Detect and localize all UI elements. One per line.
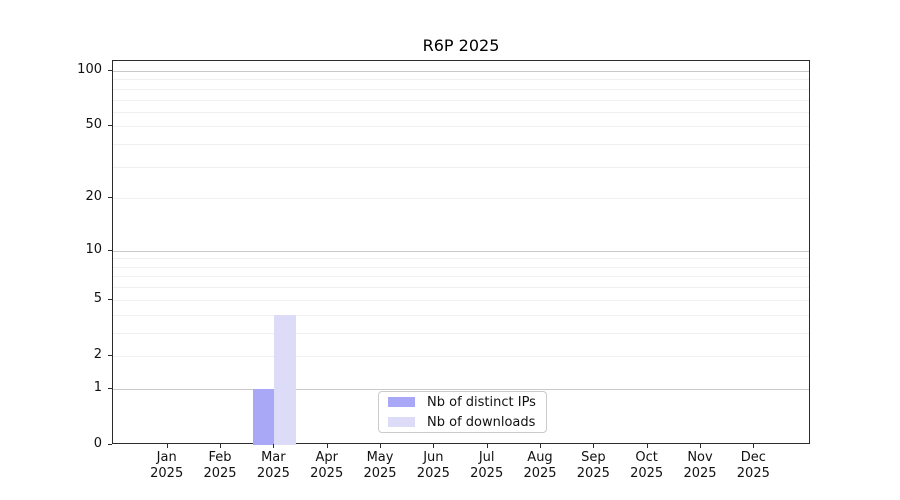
x-tick-label: Mar 2025 [241, 450, 305, 482]
minor-gridline [113, 287, 809, 289]
major-gridline [113, 250, 809, 252]
month-label: Apr [315, 450, 338, 465]
year-label: 2025 [256, 466, 290, 481]
x-tick-label: Oct 2025 [615, 450, 679, 482]
minor-gridline [113, 79, 809, 81]
y-tick-mark [108, 125, 112, 127]
y-tick-mark [108, 298, 112, 300]
legend-label-distinct-ips: Nb of distinct IPs [427, 394, 536, 410]
x-tick-mark [166, 444, 168, 448]
minor-gridline [113, 299, 809, 301]
x-tick-mark [646, 444, 648, 448]
bar-distinct-ips [253, 388, 275, 445]
y-tick-label: 0 [93, 436, 102, 451]
month-label: Oct [635, 450, 658, 465]
year-label: 2025 [310, 466, 344, 481]
minor-gridline [113, 198, 809, 200]
minor-gridline [113, 266, 809, 268]
y-tick-label: 5 [93, 290, 102, 306]
plot-area [112, 60, 810, 445]
minor-gridline [113, 144, 809, 146]
chart-title: R6P 2025 [422, 36, 500, 55]
y-tick-label: 2 [93, 346, 102, 362]
x-tick-mark [433, 444, 435, 448]
minor-gridline [113, 332, 809, 334]
x-tick-mark [273, 444, 275, 448]
x-tick-label: Apr 2025 [295, 450, 359, 482]
x-tick-mark [700, 444, 701, 448]
legend: Nb of distinct IPs Nb of downloads [378, 391, 547, 433]
major-gridline [113, 70, 809, 72]
month-label: Dec [740, 450, 766, 465]
legend-label-downloads: Nb of downloads [427, 414, 536, 430]
y-tick-mark [108, 354, 112, 356]
x-tick-label: Feb 2025 [188, 450, 252, 482]
minor-gridline [113, 88, 809, 90]
x-tick-mark [380, 444, 382, 448]
minor-gridline [113, 166, 809, 168]
x-tick-mark [326, 444, 328, 448]
minor-gridline [113, 276, 809, 278]
minor-gridline [113, 111, 809, 113]
x-tick-mark [540, 444, 541, 448]
year-label: 2025 [150, 466, 184, 481]
year-label: 2025 [576, 466, 610, 481]
bar-downloads [274, 314, 296, 445]
x-tick-label: Dec 2025 [721, 450, 785, 482]
month-label: Mar [261, 450, 286, 465]
x-tick-label: Jun 2025 [401, 450, 465, 482]
y-tick-label: 100 [77, 61, 102, 77]
y-tick-label: 50 [85, 117, 102, 133]
month-label: Aug [527, 450, 553, 465]
y-tick-label: 10 [85, 241, 102, 257]
x-tick-mark [593, 444, 595, 448]
x-tick-label: Jan 2025 [135, 450, 199, 482]
y-tick-mark [108, 249, 112, 251]
year-label: 2025 [363, 466, 397, 481]
y-tick-label: 1 [93, 379, 102, 395]
y-tick-mark [108, 69, 112, 71]
x-tick-label: Nov 2025 [668, 450, 732, 482]
month-label: Feb [208, 450, 232, 465]
year-label: 2025 [416, 466, 450, 481]
legend-item-distinct-ips: Nb of distinct IPs [388, 393, 546, 411]
year-label: 2025 [523, 466, 557, 481]
x-tick-label: Jul 2025 [455, 450, 519, 482]
year-label: 2025 [470, 466, 504, 481]
x-tick-label: Aug 2025 [508, 450, 572, 482]
month-label: May [366, 450, 394, 465]
minor-gridline [113, 355, 809, 357]
major-gridline [113, 388, 809, 390]
x-tick-label: May 2025 [348, 450, 412, 482]
y-tick-mark [108, 387, 112, 389]
month-label: Jan [156, 450, 177, 465]
month-label: Jun [423, 450, 444, 465]
minor-gridline [113, 314, 809, 316]
month-label: Sep [581, 450, 606, 465]
year-label: 2025 [630, 466, 664, 481]
x-tick-mark [486, 444, 488, 448]
year-label: 2025 [736, 466, 770, 481]
minor-gridline [113, 258, 809, 260]
month-label: Nov [687, 450, 713, 465]
year-label: 2025 [683, 466, 717, 481]
x-tick-mark [753, 444, 755, 448]
y-tick-mark [108, 444, 112, 445]
x-tick-mark [220, 444, 222, 448]
legend-swatch-downloads [388, 417, 415, 427]
legend-item-downloads: Nb of downloads [388, 413, 546, 431]
year-label: 2025 [203, 466, 237, 481]
minor-gridline [113, 99, 809, 101]
y-tick-mark [108, 197, 112, 199]
legend-swatch-distinct-ips [388, 397, 415, 407]
month-label: Jul [478, 450, 495, 465]
minor-gridline [113, 126, 809, 128]
x-tick-label: Sep 2025 [561, 450, 625, 482]
y-tick-label: 20 [85, 189, 102, 205]
